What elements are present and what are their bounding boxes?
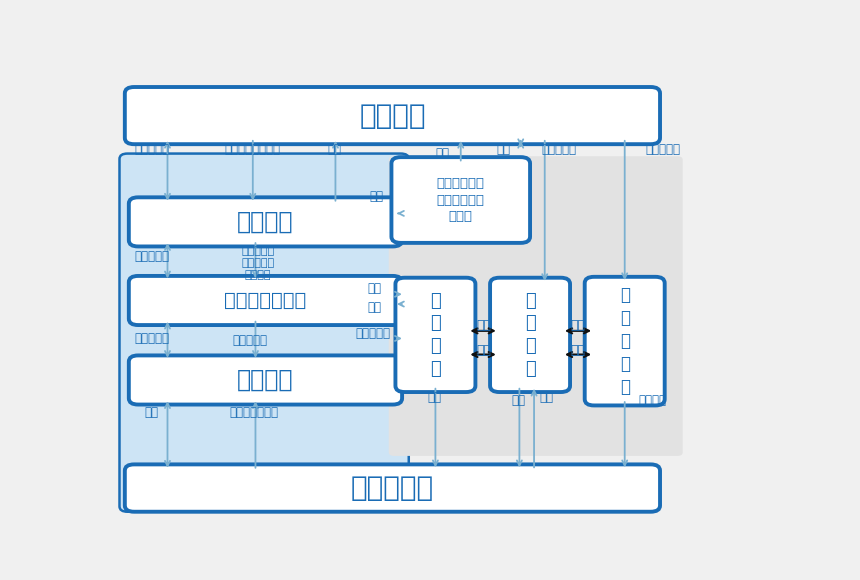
Text: 株主総会: 株主総会 <box>359 102 426 129</box>
Text: コンプライア
ンス・リスク
委員会: コンプライア ンス・リスク 委員会 <box>437 177 485 223</box>
Text: 連携: 連携 <box>570 319 586 332</box>
FancyBboxPatch shape <box>120 154 408 512</box>
Text: 付議・報告: 付議・報告 <box>134 250 169 263</box>
Text: 業務執行・指示: 業務執行・指示 <box>230 406 279 419</box>
FancyBboxPatch shape <box>585 277 665 405</box>
Text: 監査: 監査 <box>511 394 525 408</box>
FancyBboxPatch shape <box>396 278 476 392</box>
Text: 経営会議: 経営会議 <box>237 368 294 392</box>
Text: 付議・報告: 付議・報告 <box>134 143 169 157</box>
FancyBboxPatch shape <box>129 276 402 325</box>
Text: 報告: 報告 <box>144 406 158 419</box>
Text: 選任・解任: 選任・解任 <box>645 143 680 157</box>
FancyBboxPatch shape <box>391 157 530 243</box>
Text: 報告: 報告 <box>327 143 341 157</box>
Text: 任免: 任免 <box>367 282 381 295</box>
FancyBboxPatch shape <box>490 278 570 392</box>
Text: 報告: 報告 <box>436 147 450 160</box>
Text: 連携: 連携 <box>476 343 491 357</box>
FancyBboxPatch shape <box>389 156 683 456</box>
Text: 連携: 連携 <box>476 319 491 332</box>
Text: 報告: 報告 <box>367 300 381 314</box>
Text: 選任・解任: 選任・解任 <box>542 143 577 157</box>
Text: 監査: 監査 <box>427 392 441 404</box>
Text: 会
計
監
査
人: 会 計 監 査 人 <box>620 287 630 396</box>
Text: 選定・解職
指揮・監督
権限委譲: 選定・解職 指揮・監督 権限委譲 <box>242 245 274 280</box>
Text: 報告: 報告 <box>369 190 383 203</box>
Text: 付議・報告: 付議・報告 <box>134 332 169 346</box>
Text: 報告: 報告 <box>539 392 553 404</box>
Text: 取締役会: 取締役会 <box>237 210 294 234</box>
FancyBboxPatch shape <box>129 356 402 405</box>
FancyBboxPatch shape <box>125 465 660 512</box>
Text: 内
部
監
査: 内 部 監 査 <box>430 292 441 378</box>
Text: 会計監査: 会計監査 <box>639 394 666 408</box>
Text: 指揮・監督: 指揮・監督 <box>232 334 267 347</box>
FancyBboxPatch shape <box>125 87 660 144</box>
Text: 指示・通達: 指示・通達 <box>355 327 390 340</box>
Text: 代表取締役社長: 代表取締役社長 <box>224 291 306 310</box>
Text: 監
査
役
会: 監 査 役 会 <box>525 292 536 378</box>
Text: 連携: 連携 <box>570 343 586 357</box>
Text: 承認・選任・解任: 承認・選任・解任 <box>224 143 281 157</box>
Text: 報告: 報告 <box>496 143 510 157</box>
FancyBboxPatch shape <box>129 197 402 246</box>
Text: 各事業部門: 各事業部門 <box>351 474 434 502</box>
